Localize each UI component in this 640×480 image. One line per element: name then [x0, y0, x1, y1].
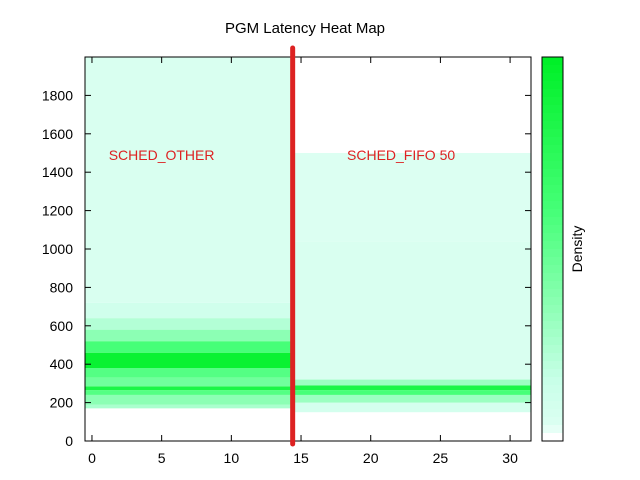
y-tick-label: 1600 [42, 126, 73, 142]
colorbar-segment [542, 161, 563, 170]
heatmap-band [292, 153, 531, 242]
colorbar-segment [542, 137, 563, 146]
x-tick-label: 0 [88, 450, 96, 466]
heatmap-band [85, 352, 293, 369]
x-tick-label: 25 [433, 450, 449, 466]
colorbar-segment [542, 297, 563, 306]
heatmap-band [85, 368, 293, 378]
y-tick-label: 1200 [42, 203, 73, 219]
heatmap-band [292, 390, 531, 395]
y-tick-label: 1800 [42, 87, 73, 103]
annotations: SCHED_OTHER SCHED_FIFO 50 [109, 147, 456, 163]
colorbar-segment [542, 177, 563, 186]
heatmap-band [292, 394, 531, 403]
colorbar-segment [542, 193, 563, 202]
colorbar-segment [542, 289, 563, 298]
colorbar: Density [541, 56, 585, 442]
colorbar-segment [542, 105, 563, 114]
y-tick-label: 800 [50, 279, 74, 295]
colorbar-segment [542, 217, 563, 226]
colorbar-segment [542, 273, 563, 282]
y-tick-label: 400 [50, 356, 74, 372]
colorbar-segment [542, 385, 563, 394]
y-tick-label: 1000 [42, 241, 73, 257]
colorbar-segment [542, 329, 563, 338]
colorbar-segment [542, 57, 563, 66]
colorbar-segment [542, 369, 563, 378]
heatmap-band [292, 241, 531, 380]
heatmap-band [85, 57, 293, 303]
colorbar-segment [542, 257, 563, 266]
colorbar-segment [542, 169, 563, 178]
colorbar-segment [542, 337, 563, 346]
heatmap-band [292, 379, 531, 386]
colorbar-segment [542, 345, 563, 354]
colorbar-segment [542, 401, 563, 410]
region-annotation: SCHED_OTHER [109, 147, 215, 163]
colorbar-segment [542, 313, 563, 322]
colorbar-frame [541, 56, 564, 442]
x-tick-label: 10 [224, 450, 240, 466]
colorbar-segment [542, 281, 563, 290]
colorbar-segment [542, 321, 563, 330]
plot-area [84, 45, 532, 447]
x-tick-label: 5 [158, 450, 166, 466]
colorbar-segment [542, 241, 563, 250]
heatmap-band [85, 318, 293, 330]
colorbar-segment [542, 393, 563, 402]
colorbar-segment [542, 305, 563, 314]
colorbar-segment [542, 265, 563, 274]
x-tick-label: 20 [363, 450, 379, 466]
colorbar-segment [542, 81, 563, 90]
colorbar-segment [542, 73, 563, 82]
colorbar-segment [542, 417, 563, 426]
colorbar-segment [542, 425, 563, 434]
colorbar-segment [542, 433, 563, 442]
colorbar-segment [542, 361, 563, 370]
region-annotation: SCHED_FIFO 50 [347, 147, 455, 163]
colorbar-segment [542, 153, 563, 162]
y-tick-label: 600 [50, 318, 74, 334]
heatmap-band [292, 385, 531, 391]
colorbar-segment [542, 145, 563, 154]
colorbar-segment [542, 113, 563, 122]
colorbar-segment [542, 353, 563, 362]
heatmap-band [85, 404, 293, 409]
colorbar-segment [542, 209, 563, 218]
heatmap-band [292, 402, 531, 413]
heatmap-band [85, 341, 293, 353]
y-tick-label: 0 [65, 433, 73, 449]
y-tick-label: 200 [50, 395, 74, 411]
heatmap-band [85, 329, 293, 342]
colorbar-segment [542, 129, 563, 138]
heatmap-band [85, 377, 293, 387]
axes: 0 5 10 15 20 25 30 0 200 400 600 800 1000 1200 1400 160… [42, 57, 531, 466]
colorbar-segment [542, 377, 563, 386]
colorbar-label: Density [569, 226, 585, 273]
colorbar-segment [542, 249, 563, 258]
y-tick-label: 1400 [42, 164, 73, 180]
colorbar-segment [542, 121, 563, 130]
heatmap-band [85, 386, 293, 391]
x-tick-label: 15 [293, 450, 309, 466]
x-tick-label: 30 [502, 450, 518, 466]
colorbar-segment [542, 201, 563, 210]
colorbar-segment [542, 89, 563, 98]
colorbar-segment [542, 233, 563, 242]
colorbar-segment [542, 185, 563, 194]
heatmap-band [85, 302, 293, 319]
colorbar-segment [542, 65, 563, 74]
colorbar-segment [542, 409, 563, 418]
heatmap-band [85, 394, 293, 405]
heatmap-band [85, 390, 293, 395]
colorbar-segment [542, 225, 563, 234]
colorbar-segment [542, 97, 563, 106]
chart-title: PGM Latency Heat Map [225, 20, 385, 37]
